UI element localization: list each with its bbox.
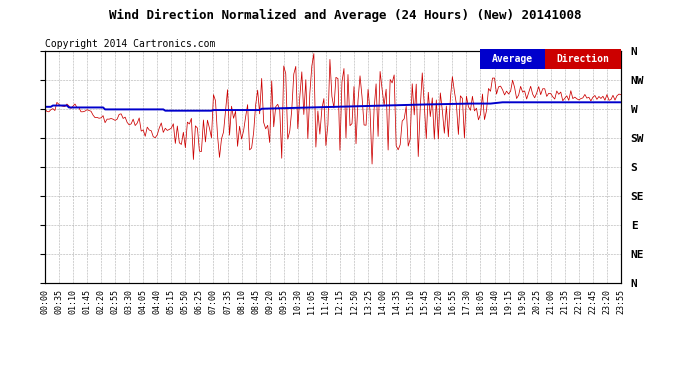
Text: Copyright 2014 Cartronics.com: Copyright 2014 Cartronics.com <box>45 39 215 50</box>
Text: Wind Direction Normalized and Average (24 Hours) (New) 20141008: Wind Direction Normalized and Average (2… <box>109 9 581 22</box>
Text: Average: Average <box>492 54 533 64</box>
Text: Direction: Direction <box>557 54 609 64</box>
